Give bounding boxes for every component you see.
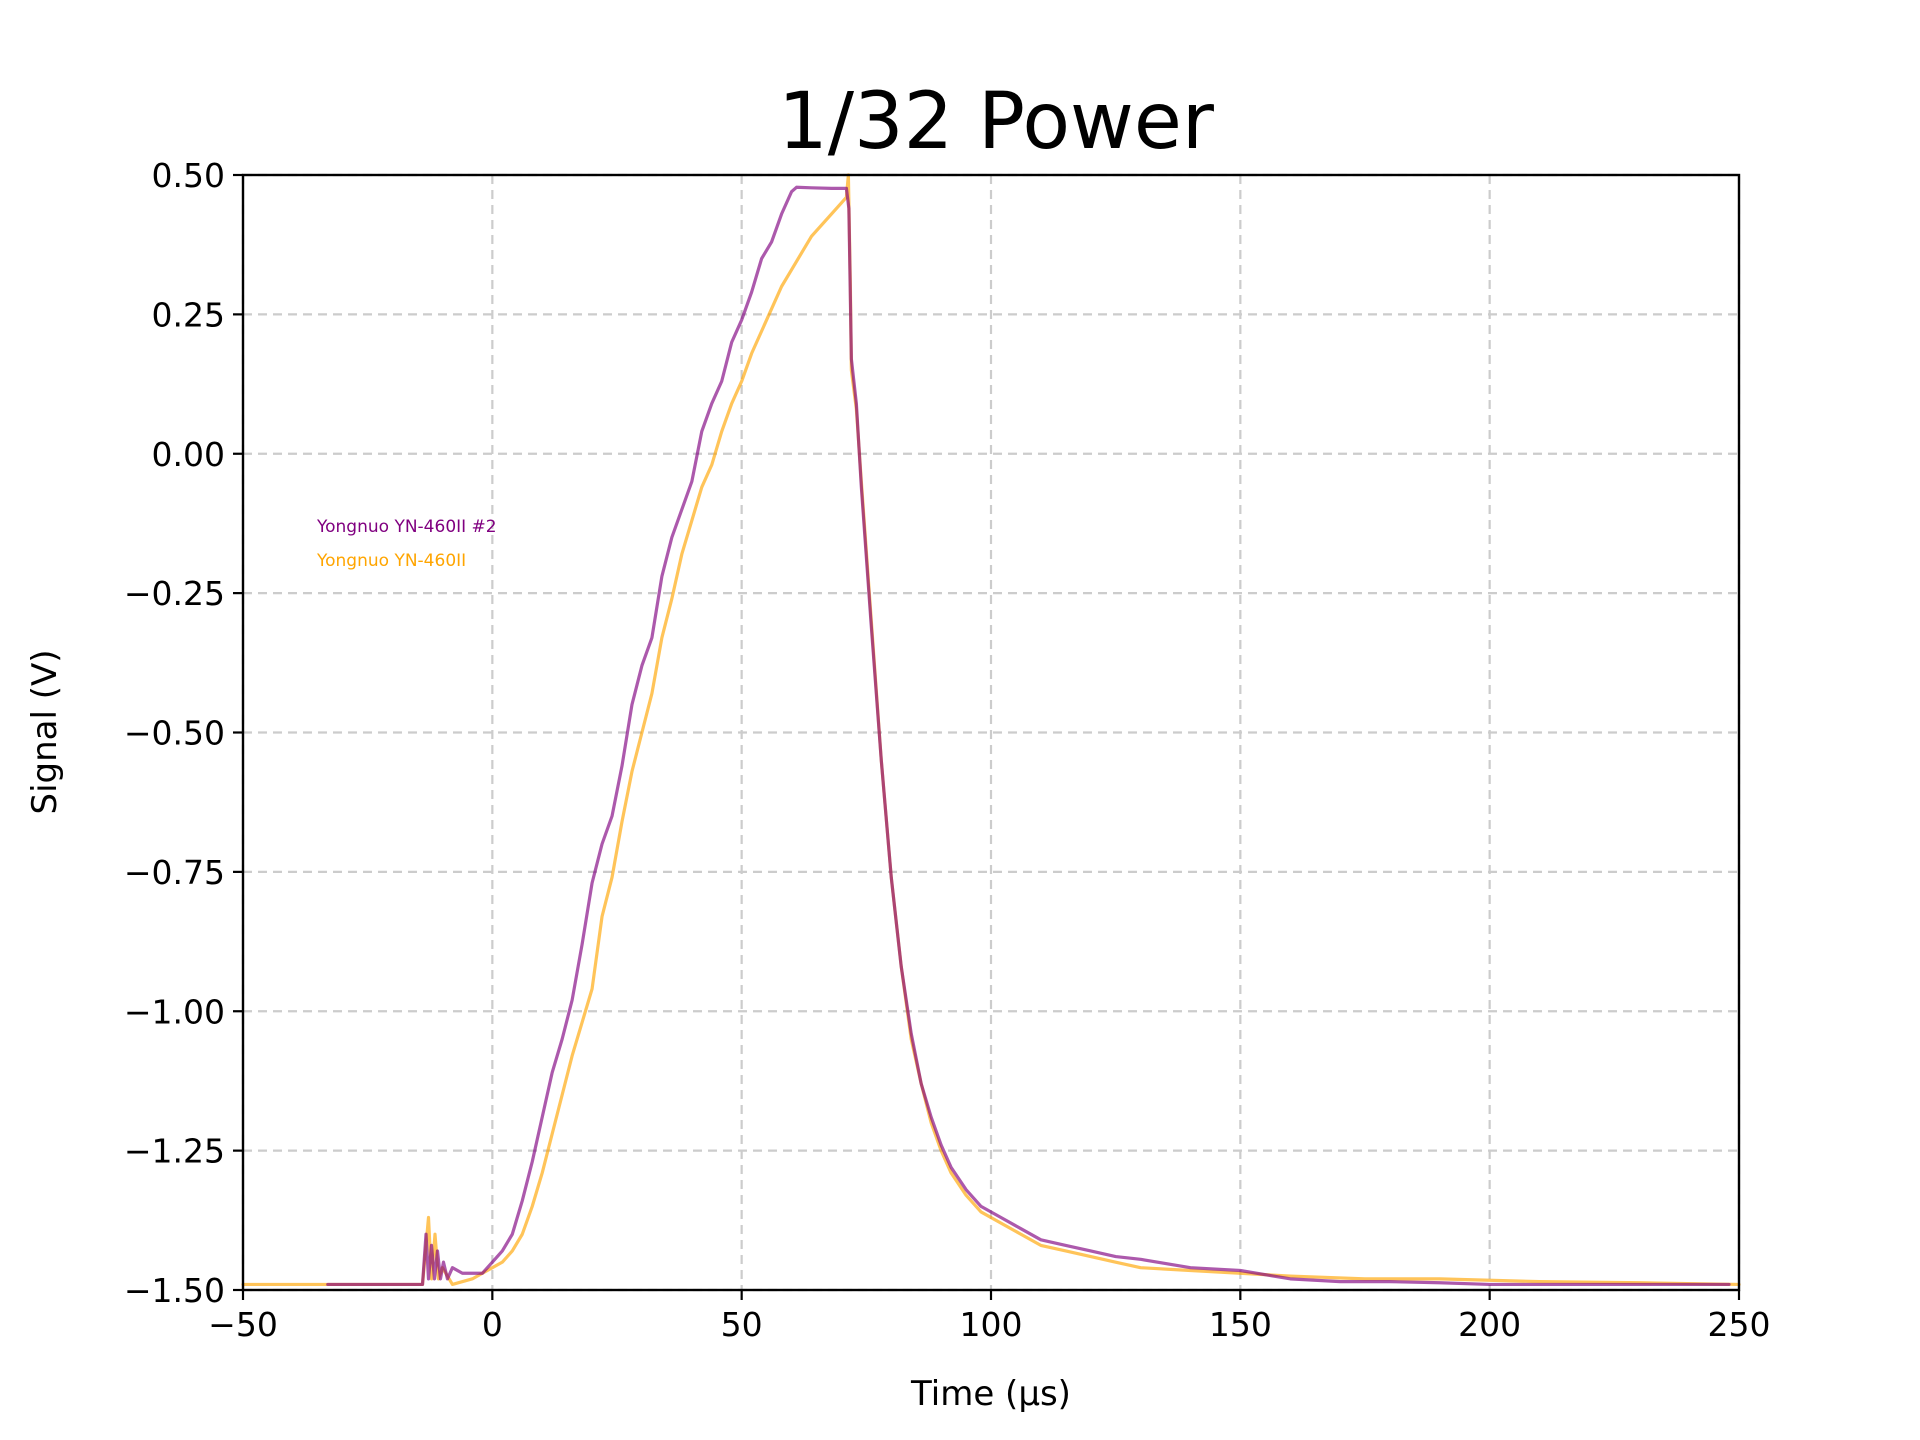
y-tick-label: 0.00 [152, 435, 225, 474]
x-tick-label: 100 [960, 1305, 1023, 1344]
legend: Yongnuo YN-460II #2 Yongnuo YN-460II [316, 517, 497, 571]
y-tick-label: −0.50 [124, 714, 225, 753]
x-tick-label: 50 [721, 1305, 763, 1344]
chart-title: 1/32 Power [778, 77, 1215, 167]
series-line-1 [241, 173, 1741, 1287]
tick-layer: −50 0 50 100 150 200 250 −1.50 −1.25 −1.00 −0.75 −0… [124, 156, 1771, 1344]
x-axis-label: Time (µs) [910, 1374, 1071, 1414]
x-tick-label: 200 [1458, 1305, 1521, 1344]
y-axis-label: Signal (V) [25, 649, 65, 814]
y-tick-label: 0.50 [152, 156, 225, 195]
series-line-0 [326, 185, 1731, 1287]
legend-entry-1: Yongnuo YN-460II [316, 551, 466, 571]
y-tick-label: −1.25 [124, 1132, 225, 1171]
legend-entry-0: Yongnuo YN-460II #2 [316, 517, 497, 537]
x-tick-label: 250 [1708, 1305, 1771, 1344]
x-tick-label: 150 [1209, 1305, 1272, 1344]
x-tick-label: −50 [208, 1305, 278, 1344]
x-tick-label: 0 [482, 1305, 503, 1344]
y-tick-label: −0.25 [124, 574, 225, 613]
y-tick-label: −1.50 [124, 1271, 225, 1310]
y-tick-label: 0.25 [152, 295, 225, 334]
y-tick-label: −0.75 [124, 853, 225, 892]
y-tick-label: −1.00 [124, 992, 225, 1031]
series-layer [241, 173, 1741, 1287]
